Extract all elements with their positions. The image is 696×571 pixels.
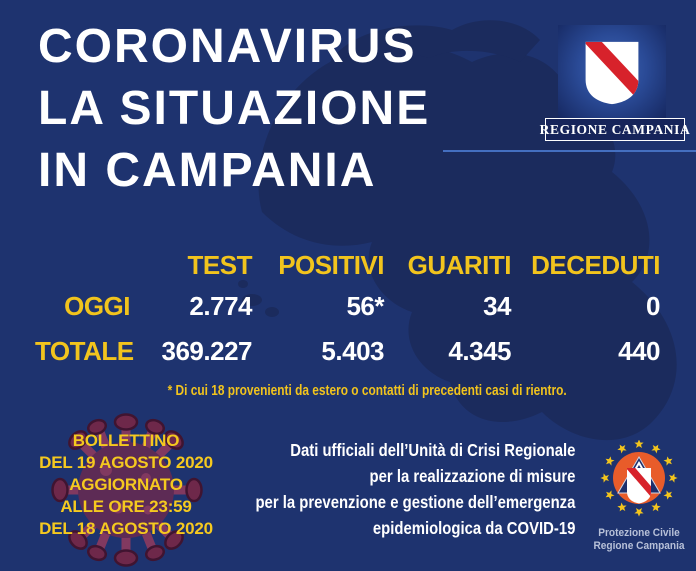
divider-line [443,150,696,152]
pc-label-line-2: Regione Campania [593,539,685,552]
region-logo-panel [558,25,666,121]
official-note-line-4: epidemiologica da COVID-19 [372,518,575,538]
official-note-line-3: per la prevenzione e gestione dell’emerg… [255,492,575,512]
totale-test-value: 369.227 [161,336,253,366]
official-note-line-1: Dati ufficiali dell’Unità di Crisi Regio… [289,440,575,460]
bulletin-line-3: AGGIORNATO [69,475,183,494]
bulletin-line-1: BOLLETTINO [72,431,180,450]
table-row-oggi: OGGI 2.774 56* 34 0 [35,291,660,321]
col-header-deceduti: DECEDUTI [531,250,660,280]
virus-icon [51,413,203,567]
protezione-civile-icon [600,439,678,517]
totale-guariti-value: 4.345 [448,336,511,366]
row-label-oggi: OGGI [64,291,130,321]
title-line-1: CORONAVIRUS [38,20,417,73]
col-header-positivi: POSITIVI [278,250,384,280]
protezione-civile-label: Protezione Civile Regione Campania [593,527,685,552]
official-note-line-2: per la realizzazione di misure [369,466,575,486]
bulletin-line-4: ALLE ORE 23:59 [60,497,192,516]
col-header-test: TEST [187,250,253,280]
title-line-2: LA SITUAZIONE [38,82,431,135]
oggi-deceduti-value: 0 [646,291,660,321]
col-header-guariti: GUARITI [407,250,512,280]
table-row-totale: TOTALE 369.227 5.403 4.345 440 [35,336,661,366]
totale-deceduti-value: 440 [618,336,660,366]
protezione-civile-logo: Protezione Civile Regione Campania [589,439,689,552]
oggi-positivi-value: 56* [346,291,384,321]
official-note: Dati ufficiali dell’Unità di Crisi Regio… [255,437,575,541]
pc-label-line-1: Protezione Civile [598,527,680,539]
region-logo-label: REGIONE CAMPANIA [540,118,690,141]
bulletin-line-2: DEL 19 AGOSTO 2020 [39,453,213,472]
bulletin-dates: BOLLETTINO DEL 19 AGOSTO 2020 AGGIORNATO… [8,430,244,540]
oggi-guariti-value: 34 [483,291,511,321]
footnote: * Di cui 18 provenienti da estero o cont… [167,383,567,399]
stats-table: TEST POSITIVI GUARITI DECEDUTI OGGI 2.77… [35,250,661,366]
campania-shield-icon [585,41,639,105]
bulletin-line-5: DEL 18 AGOSTO 2020 [39,519,213,538]
oggi-test-value: 2.774 [189,291,252,321]
row-label-totale: TOTALE [35,336,134,366]
page-title: CORONAVIRUS LA SITUAZIONE IN CAMPANIA [38,16,430,202]
stats-header-row: TEST POSITIVI GUARITI DECEDUTI [35,250,661,280]
totale-positivi-value: 5.403 [321,336,384,366]
title-line-3: IN CAMPANIA [38,144,377,197]
